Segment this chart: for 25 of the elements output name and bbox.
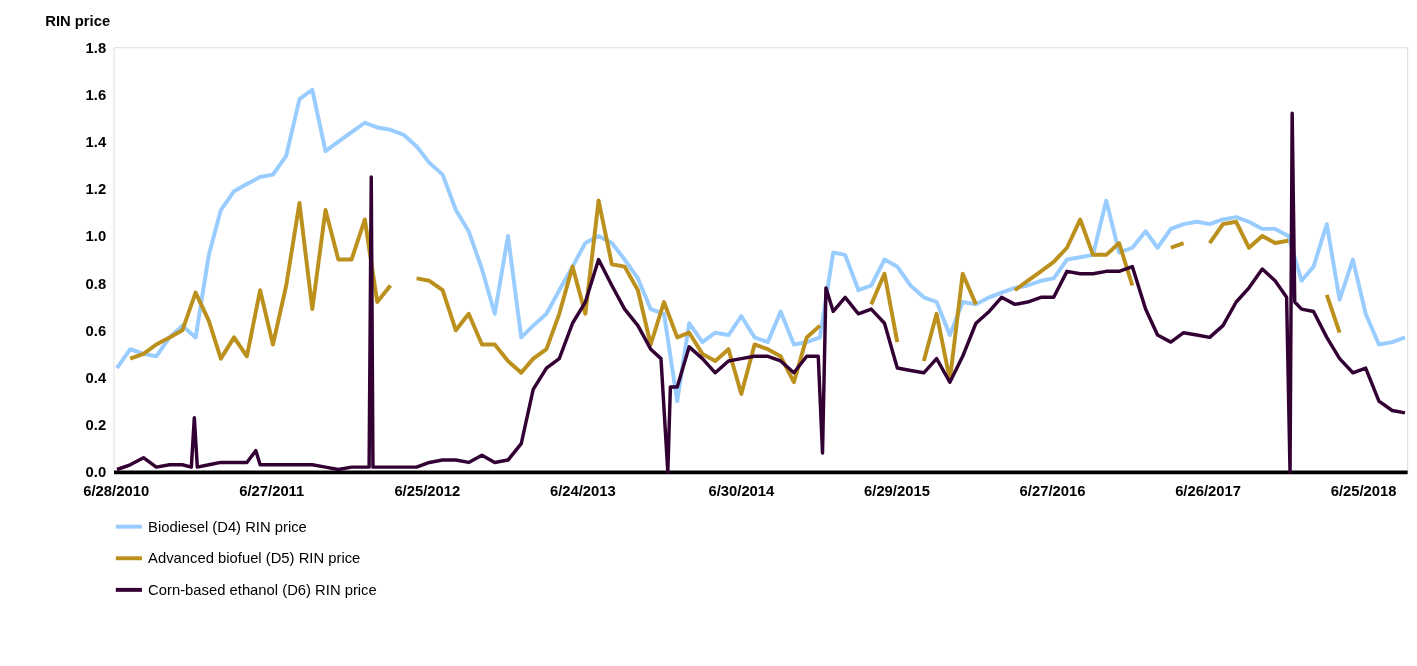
- x-tick-label: 6/25/2018: [1330, 483, 1397, 500]
- line-series: [115, 87, 1407, 404]
- y-tick-label: 1.8: [85, 39, 107, 56]
- y-tick-label: 0.0: [85, 464, 107, 481]
- legend-label: Biodiesel (D4) RIN price: [148, 518, 307, 535]
- legend-label: Advanced biofuel (D5) RIN price: [148, 550, 361, 567]
- y-tick-label: 1.0: [85, 228, 107, 245]
- y-tick-label: 0.6: [85, 322, 107, 339]
- x-tick-label: 6/29/2015: [864, 483, 930, 500]
- x-tick-label: 6/27/2011: [239, 483, 305, 500]
- y-tick-label: 1.6: [85, 86, 107, 103]
- x-tick-label: 6/28/2010: [83, 483, 150, 500]
- x-tick-label: 6/27/2016: [1019, 483, 1086, 500]
- y-tick-label: 0.8: [85, 275, 107, 292]
- x-tick-label: 6/30/2014: [708, 483, 776, 500]
- x-tick-label: 6/24/2013: [549, 483, 616, 500]
- y-tick-label: 1.2: [85, 181, 107, 198]
- y-axis-title: RIN price: [45, 12, 111, 29]
- x-tick-label: 6/26/2017: [1175, 483, 1241, 500]
- legend-label: Corn-based ethanol (D6) RIN price: [148, 581, 377, 598]
- y-tick-label: 0.2: [85, 417, 107, 434]
- line-series: [115, 111, 1407, 474]
- y-tick-label: 1.4: [85, 134, 107, 151]
- y-tick-label: 0.4: [85, 369, 107, 386]
- x-tick-label: 6/25/2012: [394, 483, 461, 500]
